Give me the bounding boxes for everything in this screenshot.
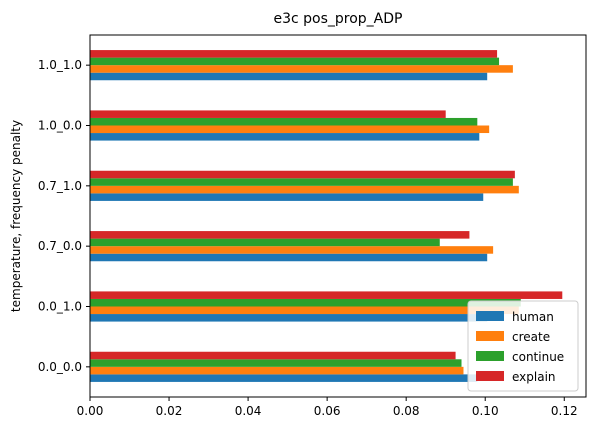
bar-human-0.0_1.0 [90, 314, 488, 322]
y-axis: 0.0_0.0 0.0_1.0 0.7_0.0 0.7_1.0 1.0_0.0 1.0_1… [38, 58, 90, 374]
bar-create-0.7_1.0 [90, 185, 519, 194]
x-tick-label: 0.04 [235, 404, 262, 418]
legend-label-create: create [512, 330, 550, 344]
bar-explain-0.0_1.0 [90, 291, 563, 299]
y-axis-label: temperature, frequency penalty [9, 120, 23, 312]
bar-human-0.0_0.0 [90, 374, 478, 382]
legend-label-human: human [512, 310, 554, 324]
legend-swatch-continue [476, 351, 504, 361]
legend-box [467, 300, 579, 392]
legend: human create continue explain [467, 300, 579, 392]
chart-title: e3c pos_prop_ADP [273, 11, 402, 27]
bar-explain-1.0_1.0 [90, 50, 498, 58]
plot-frame [89, 34, 587, 398]
x-tick-label: 0.00 [77, 404, 104, 418]
bar-human-1.0_0.0 [90, 133, 480, 141]
legend-label-continue: continue [512, 350, 564, 364]
x-tick-label: 0.02 [156, 404, 183, 418]
bar-create-0.7_0.0 [90, 246, 494, 254]
bar-continue-0.0_1.0 [90, 298, 521, 307]
bar-continue-1.0_1.0 [90, 57, 500, 66]
x-tick-label: 0.06 [314, 404, 341, 418]
bar-continue-0.7_0.0 [90, 238, 440, 247]
bars-layer [90, 50, 563, 382]
y-tick-label: 1.0_0.0 [38, 119, 82, 133]
bar-create-1.0_1.0 [90, 65, 513, 73]
x-tick-label: 0.08 [393, 404, 420, 418]
legend-swatch-create [476, 331, 504, 341]
bar-human-1.0_1.0 [90, 72, 488, 81]
legend-swatch-explain [476, 371, 504, 381]
bar-human-0.7_0.0 [90, 253, 488, 262]
bar-explain-0.7_0.0 [90, 231, 470, 239]
bar-continue-0.7_1.0 [90, 178, 513, 186]
bar-explain-0.7_1.0 [90, 170, 515, 179]
legend-swatch-human [476, 311, 504, 321]
bar-explain-1.0_0.0 [90, 110, 446, 118]
bar-create-0.0_1.0 [90, 306, 519, 315]
x-tick-label: 0.12 [551, 404, 578, 418]
bar-human-0.7_1.0 [90, 193, 484, 201]
bar-create-0.0_0.0 [90, 366, 464, 375]
bar-continue-0.0_0.0 [90, 359, 462, 367]
bar-continue-1.0_0.0 [90, 117, 478, 126]
x-tick-label: 0.10 [472, 404, 499, 418]
x-axis: 0.00 0.02 0.04 0.06 0.08 0.10 0.12 [77, 397, 578, 418]
bar-create-1.0_0.0 [90, 125, 490, 134]
bar-explain-0.0_0.0 [90, 351, 456, 360]
y-tick-label: 0.0_1.0 [38, 300, 82, 314]
y-tick-label: 0.7_1.0 [38, 179, 82, 193]
y-tick-label: 0.7_0.0 [38, 239, 82, 253]
y-tick-label: 1.0_1.0 [38, 58, 82, 72]
legend-label-explain: explain [512, 370, 556, 384]
y-tick-label: 0.0_0.0 [38, 360, 82, 374]
